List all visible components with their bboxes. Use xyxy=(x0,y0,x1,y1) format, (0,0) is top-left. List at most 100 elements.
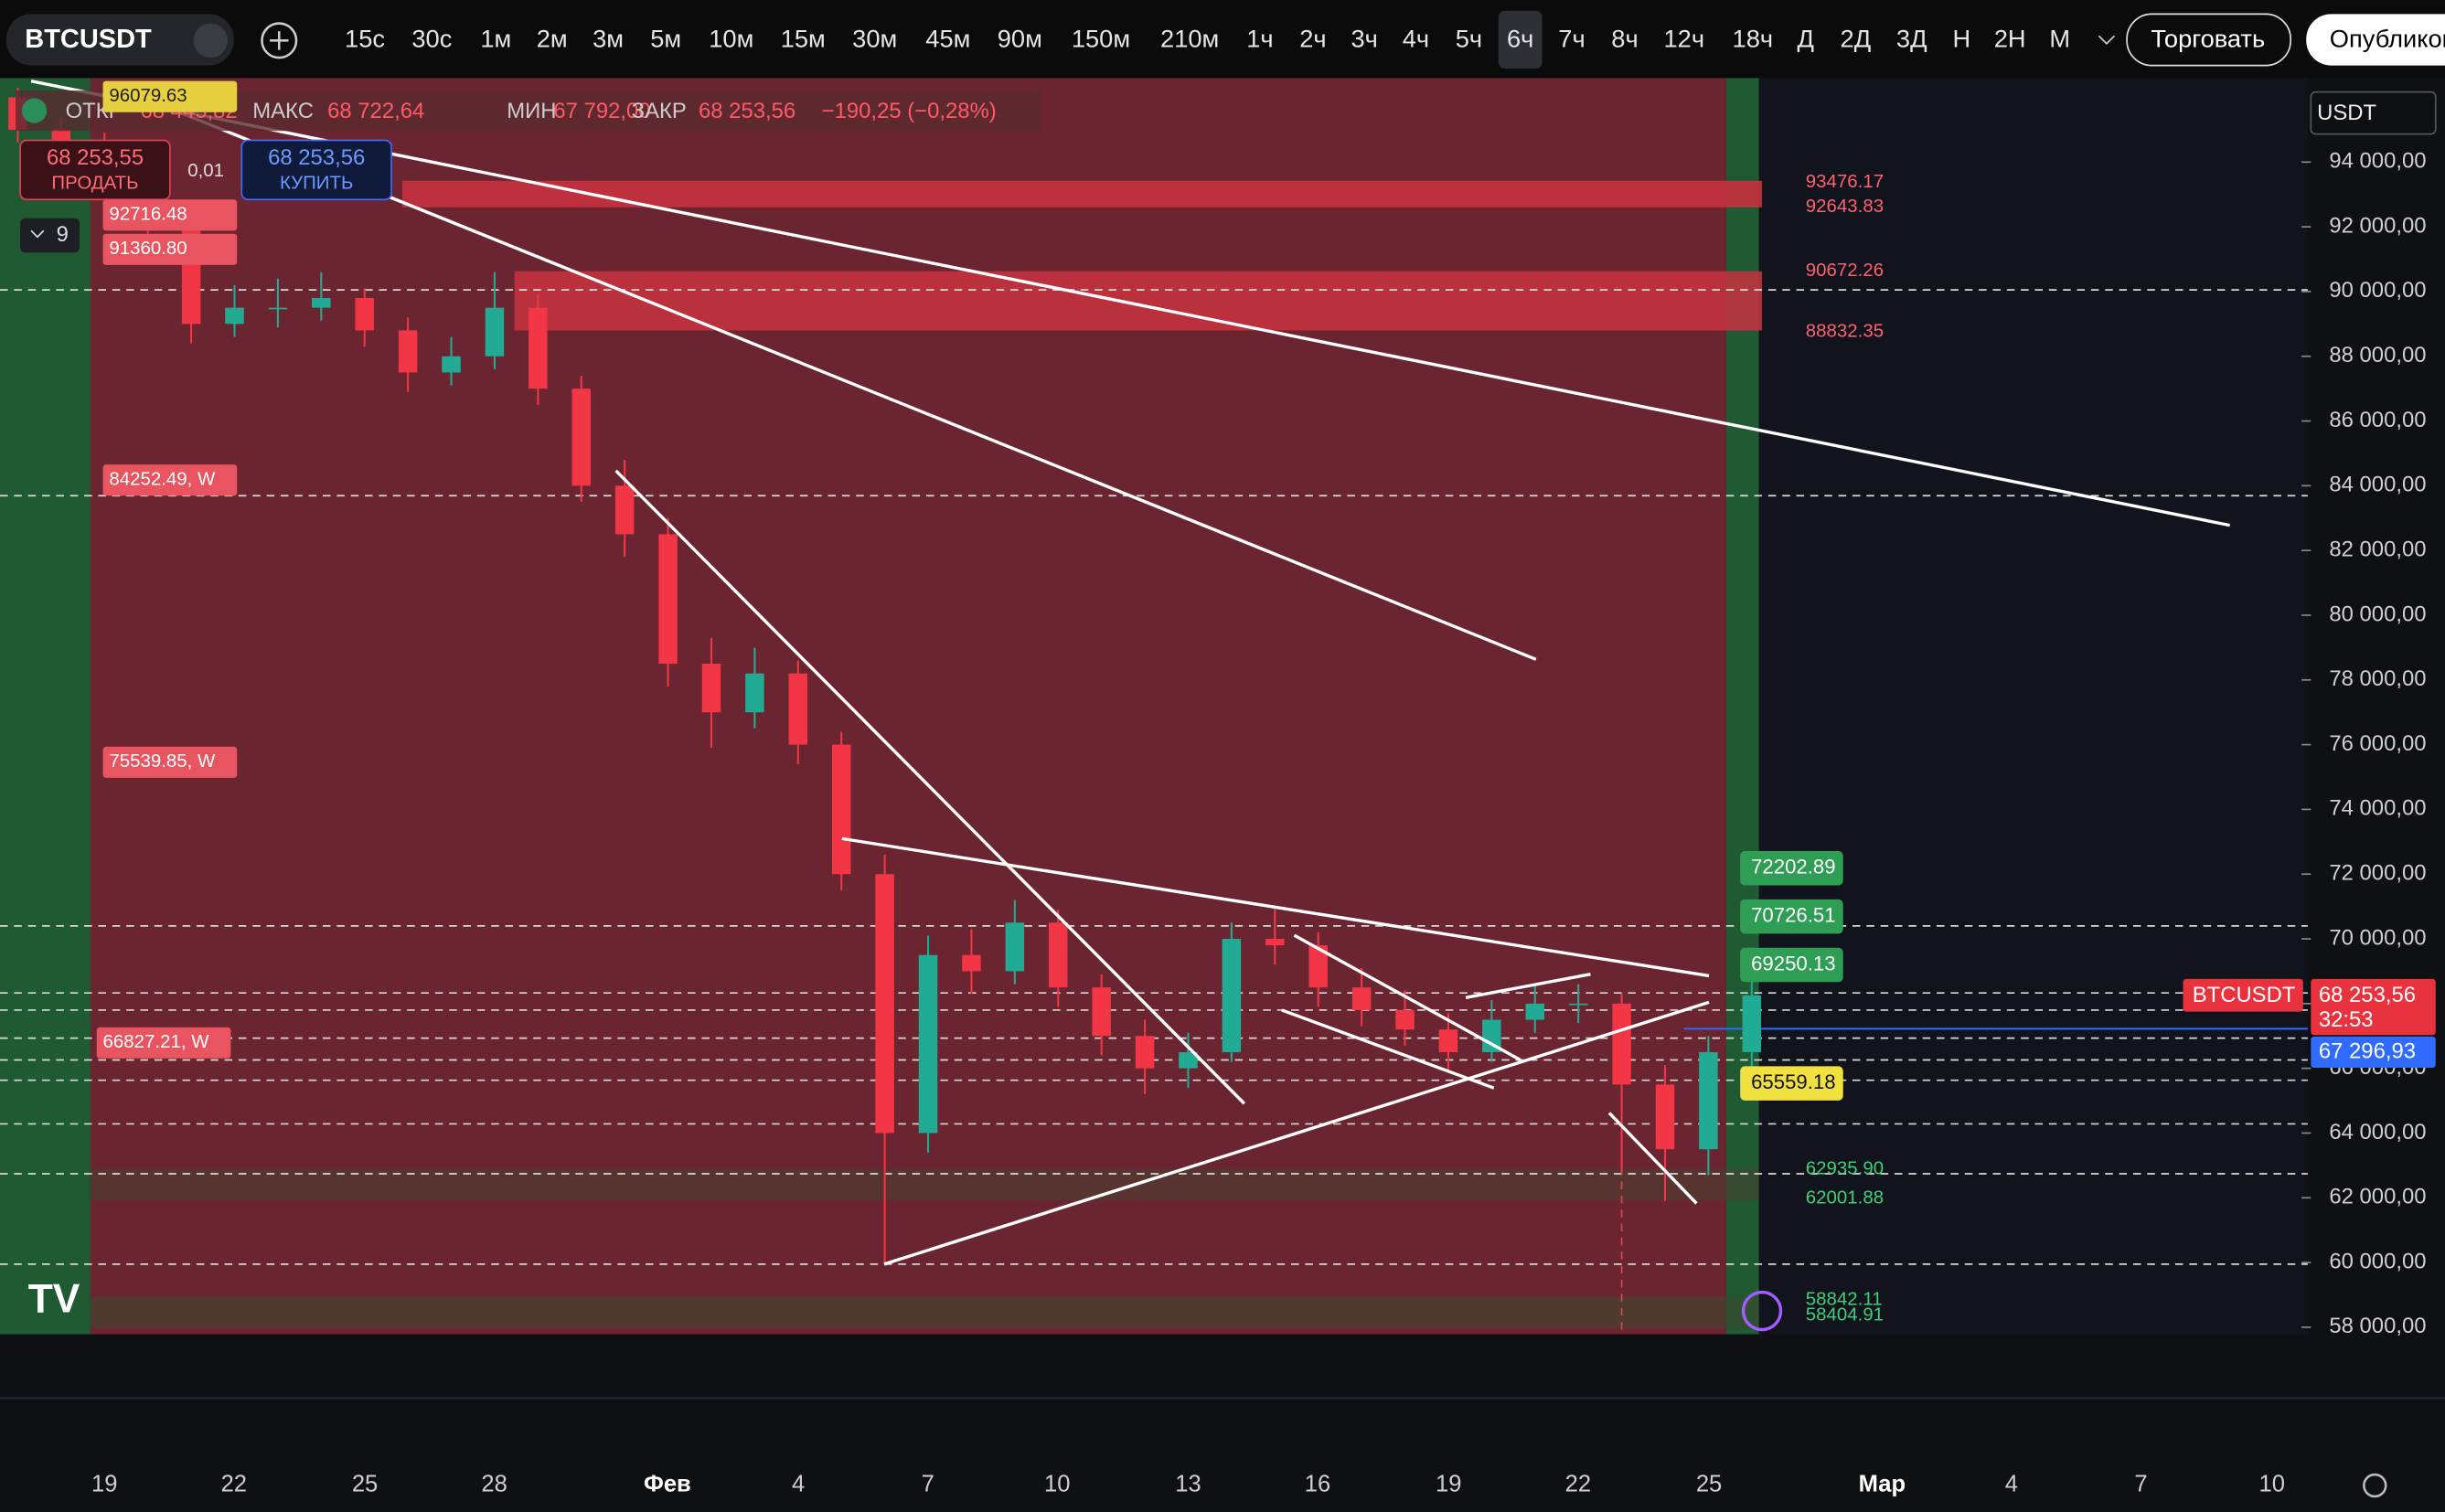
symbol[interactable]: BTCUSDT xyxy=(25,25,152,54)
currency-select[interactable] xyxy=(2310,91,2437,135)
buy-button[interactable] xyxy=(240,139,392,201)
timeframe[interactable]: 150м xyxy=(1072,25,1130,53)
timeframe[interactable]: 1ч xyxy=(1246,25,1273,53)
red-zone xyxy=(90,78,1726,1335)
candle-body xyxy=(831,744,851,875)
target-tag-bg xyxy=(1740,1066,1843,1101)
buy-price[interactable]: 68 253,56 xyxy=(268,145,365,170)
timeframe[interactable]: 210м xyxy=(1160,25,1219,53)
zone-level: 90672.26 xyxy=(1806,260,1884,281)
indicators-count[interactable]: 9 xyxy=(57,222,69,247)
target-tag: 72202.89 xyxy=(1751,856,1835,878)
candle-body xyxy=(1092,987,1111,1037)
timeframe[interactable]: 18ч xyxy=(1733,25,1774,53)
legend-close: 68 253,56 xyxy=(699,99,795,123)
price-tick-label: 82 000,00 xyxy=(2329,537,2426,561)
price-axis-bg xyxy=(2307,78,2445,1335)
candle-body xyxy=(1568,1003,1588,1006)
date-label: 10 xyxy=(2258,1472,2284,1497)
timeframe[interactable]: Д xyxy=(1798,25,1814,53)
date-label: 19 xyxy=(1436,1472,1461,1497)
legend-low: 67 792,00 xyxy=(553,99,650,123)
plus-icon xyxy=(270,31,289,50)
candle-body xyxy=(745,673,764,713)
timeframe[interactable]: 30с xyxy=(411,25,452,53)
trade-label[interactable]: Торговать xyxy=(2151,25,2265,53)
last-price: 68 253,56 xyxy=(2319,983,2416,1007)
timeframe[interactable]: 2м xyxy=(537,25,568,53)
price-tick-label: 64 000,00 xyxy=(2329,1120,2426,1145)
timeframe[interactable]: 1м xyxy=(480,25,511,53)
timeframe[interactable]: 6ч xyxy=(1507,25,1533,53)
candle-body xyxy=(1351,987,1372,1010)
timeframe[interactable]: 5м xyxy=(650,25,681,53)
sell-price[interactable]: 68 253,55 xyxy=(47,145,144,170)
trade-button[interactable] xyxy=(2126,13,2292,67)
target-tag: 65559.18 xyxy=(1751,1070,1835,1093)
level-label: 66827.21, W xyxy=(103,1031,210,1052)
date-label: Мар xyxy=(1859,1472,1906,1497)
timeframe[interactable]: 2Н xyxy=(1994,25,2026,53)
timeframe[interactable]: 90м xyxy=(998,25,1042,53)
symbol-icon[interactable] xyxy=(193,23,228,59)
publish-label[interactable]: Опубликовать xyxy=(2330,25,2445,53)
timeframe[interactable]: 7ч xyxy=(1558,25,1585,53)
timeframe[interactable]: 30м xyxy=(852,25,897,53)
candle-body xyxy=(1179,1051,1198,1069)
timeframe[interactable]: 8ч xyxy=(1611,25,1638,53)
resistance-zone xyxy=(514,271,1763,331)
timeframe-dropdown[interactable] xyxy=(2098,35,2116,45)
target-tag: 69250.13 xyxy=(1751,952,1835,974)
countdown: 32:53 xyxy=(2319,1007,2374,1032)
level-label: 92716.48 xyxy=(109,204,187,225)
compare-button[interactable] xyxy=(261,22,298,59)
lightning-button[interactable] xyxy=(1741,1290,1783,1332)
symbol-search[interactable] xyxy=(5,14,234,66)
trend-line xyxy=(170,107,1537,661)
tv-logo[interactable]: TV xyxy=(28,1277,80,1322)
timeframe[interactable]: 12ч xyxy=(1664,25,1705,53)
timeframe[interactable]: Н xyxy=(1952,25,1970,53)
level-label-bg xyxy=(102,746,238,778)
sell-button[interactable] xyxy=(19,139,171,201)
trend-line xyxy=(30,79,2230,527)
buy-label[interactable]: КУПИТЬ xyxy=(280,173,353,194)
resistance-zone xyxy=(401,180,1763,208)
timeframe[interactable]: 3ч xyxy=(1351,25,1377,53)
timeframe[interactable]: М xyxy=(2049,25,2070,53)
timeframe[interactable]: 5ч xyxy=(1456,25,1482,53)
support-level: 58842.11 xyxy=(1806,1289,1883,1310)
timeframe[interactable]: 15с xyxy=(345,25,385,53)
timeframe[interactable]: 2ч xyxy=(1299,25,1326,53)
timeframe[interactable]: 3Д xyxy=(1896,25,1927,53)
candle-body xyxy=(398,330,418,373)
timeframe[interactable]: 10м xyxy=(709,25,753,53)
settings-button[interactable] xyxy=(2363,1473,2387,1498)
zone-level: 92643.83 xyxy=(1806,196,1884,217)
date-label: 22 xyxy=(221,1472,247,1497)
date-label: 16 xyxy=(1305,1472,1330,1497)
timeframe[interactable]: 2Д xyxy=(1841,25,1872,53)
timeframe[interactable]: 45м xyxy=(925,25,970,53)
price-tick-label: 62 000,00 xyxy=(2329,1185,2426,1209)
price-tick-label: 78 000,00 xyxy=(2329,666,2426,691)
candle-body xyxy=(701,664,721,713)
symbol-tag: BTCUSDT xyxy=(2193,983,2296,1007)
price-tick-label: 94 000,00 xyxy=(2329,149,2426,174)
indicators-toggle[interactable] xyxy=(20,218,80,253)
sell-label[interactable]: ПРОДАТЬ xyxy=(51,173,138,194)
timeframe[interactable]: 15м xyxy=(781,25,826,53)
timeframe[interactable]: 4ч xyxy=(1403,25,1429,53)
target-tag-bg xyxy=(1740,899,1843,934)
timeframe[interactable]: 3м xyxy=(593,25,624,53)
candle-body xyxy=(1395,1009,1415,1030)
candle-body xyxy=(658,534,678,665)
price-tick-label: 72 000,00 xyxy=(2329,861,2426,886)
trend-line xyxy=(841,836,1710,978)
price-tick-label: 92 000,00 xyxy=(2329,213,2426,238)
target-tag-bg xyxy=(1740,947,1843,983)
currency[interactable]: USDT xyxy=(2317,101,2376,125)
publish-button[interactable] xyxy=(2306,14,2445,66)
